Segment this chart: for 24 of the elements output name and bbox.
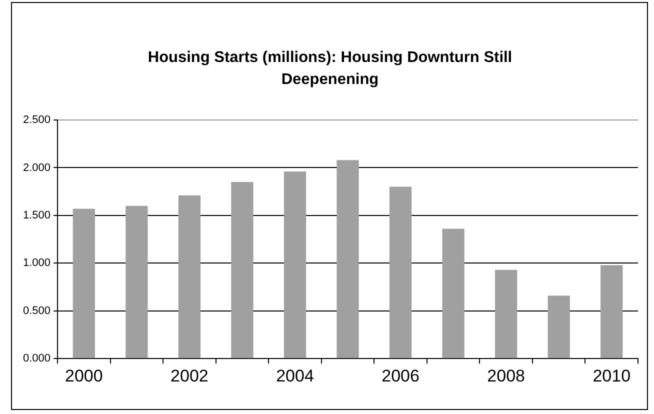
x-tick-label: 2000 [65,366,103,386]
x-tick-label: 2010 [592,366,631,386]
y-tick-label: 1.000 [22,257,51,270]
bar [548,296,570,358]
chart-title: Housing Starts (millions): Housing Downturn Still Deepenening [146,48,514,90]
bar [389,186,412,358]
y-tick-label: 2.500 [22,114,51,126]
bar [284,172,306,358]
bar [231,182,254,358]
x-tick-label: 2002 [170,366,208,386]
y-tick-label: 2.000 [22,162,51,174]
bar [126,206,148,358]
bar [442,228,464,358]
bar [72,208,95,358]
bar [494,270,518,358]
y-tick-label: 1.500 [22,209,51,222]
bar [336,160,359,358]
bar [600,265,623,358]
x-tick-label: 2006 [382,366,420,386]
bar [178,195,201,358]
y-tick-label: 0.000 [22,352,51,365]
x-tick-label: 2008 [487,366,525,386]
y-tick-label: 0.500 [22,304,51,317]
x-tick-label: 2004 [276,366,314,386]
